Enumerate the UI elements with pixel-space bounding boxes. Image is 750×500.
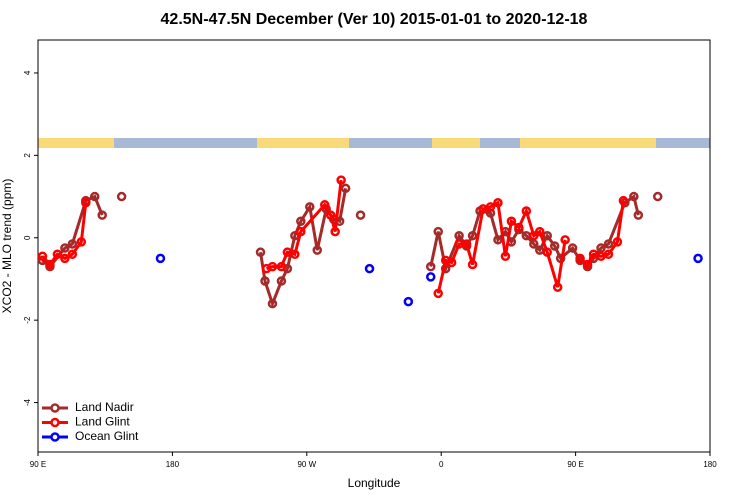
data-point	[276, 261, 287, 272]
surface-strip	[38, 138, 710, 148]
data-point	[693, 253, 703, 264]
data-point	[582, 259, 593, 270]
data-point	[312, 245, 323, 255]
data-point	[612, 237, 623, 247]
data-point	[60, 243, 70, 253]
data-point	[67, 239, 78, 249]
data-point	[618, 195, 629, 206]
legend-label: Land Glint	[75, 415, 130, 429]
data-point	[340, 183, 351, 194]
data-point	[305, 202, 315, 212]
x-tick-label: 90 W	[297, 460, 316, 469]
data-point	[267, 261, 278, 272]
y-tick-label: 4	[23, 70, 32, 75]
data-point	[364, 263, 375, 274]
data-point	[446, 257, 457, 268]
x-tick-label: 180	[703, 460, 717, 469]
series-line	[579, 200, 625, 267]
data-point	[425, 261, 436, 272]
data-point	[433, 226, 443, 237]
data-point	[60, 253, 70, 264]
data-point	[493, 197, 503, 208]
series-line	[259, 188, 348, 309]
data-point	[330, 226, 340, 237]
data-point	[529, 230, 539, 241]
data-point	[567, 243, 578, 253]
land-band	[432, 138, 480, 148]
x-tick-label: 0	[439, 460, 444, 469]
data-point	[467, 259, 478, 270]
data-point	[319, 200, 330, 210]
land-band	[257, 138, 349, 148]
data-point	[633, 210, 644, 220]
data-point	[500, 251, 511, 262]
y-axis-label: XCO2 - MLO trend (ppm)	[0, 179, 14, 314]
data-point	[37, 251, 48, 262]
data-point	[155, 253, 166, 264]
legend-marker	[50, 417, 60, 428]
data-point	[355, 210, 366, 220]
data-point	[116, 191, 127, 202]
legend-marker	[50, 432, 60, 442]
data-point	[267, 298, 278, 309]
x-tick-label: 90 E	[567, 460, 583, 469]
legend-label: Land Nadir	[75, 400, 134, 414]
data-point	[276, 276, 287, 286]
y-tick-label: 0	[23, 235, 32, 240]
data-point	[652, 191, 663, 202]
data-point	[514, 222, 524, 233]
series-line	[41, 202, 88, 267]
data-point	[552, 282, 563, 292]
y-tick-label: -4	[23, 398, 32, 406]
data-point	[493, 235, 503, 245]
data-point	[542, 247, 552, 257]
land-band	[520, 138, 656, 148]
x-tick-label: 90 E	[30, 460, 46, 469]
data-point	[575, 253, 585, 264]
data-point	[81, 197, 91, 208]
data-point	[603, 249, 614, 259]
data-point	[325, 210, 336, 220]
chart-title: 42.5N-47.5N December (Ver 10) 2015-01-01…	[161, 11, 588, 28]
y-tick-label: 2	[23, 153, 32, 158]
data-point	[296, 216, 306, 227]
legend-label: Ocean Glint	[75, 429, 139, 443]
land-band	[38, 138, 114, 148]
data-point	[506, 216, 517, 227]
plot-frame	[37, 39, 711, 453]
data-point	[560, 235, 570, 245]
data-point	[629, 191, 639, 202]
data-point	[296, 226, 306, 237]
data-point	[521, 206, 532, 216]
data-point	[76, 237, 87, 247]
data-point	[403, 296, 414, 307]
y-tick-label: -2	[23, 316, 32, 324]
data-point	[603, 239, 614, 249]
series-line	[41, 194, 104, 269]
legend-marker	[50, 403, 60, 413]
data-point	[425, 272, 436, 282]
data-point	[461, 239, 472, 249]
x-axis-label: Longitude	[348, 476, 401, 490]
data-point	[535, 226, 545, 237]
ocean-band	[38, 138, 710, 148]
data-point	[52, 249, 63, 259]
data-point	[485, 202, 496, 212]
data-point	[255, 247, 266, 257]
data-point	[260, 276, 270, 286]
data-point	[433, 288, 443, 299]
data-point	[97, 210, 107, 220]
data-point	[89, 191, 100, 202]
data-point	[67, 249, 78, 259]
data-point	[549, 241, 560, 251]
data-point	[336, 175, 346, 185]
data-point	[290, 249, 300, 259]
data-point	[542, 230, 552, 241]
data-point	[467, 230, 478, 241]
data-point	[45, 259, 55, 270]
x-tick-label: 180	[166, 460, 180, 469]
